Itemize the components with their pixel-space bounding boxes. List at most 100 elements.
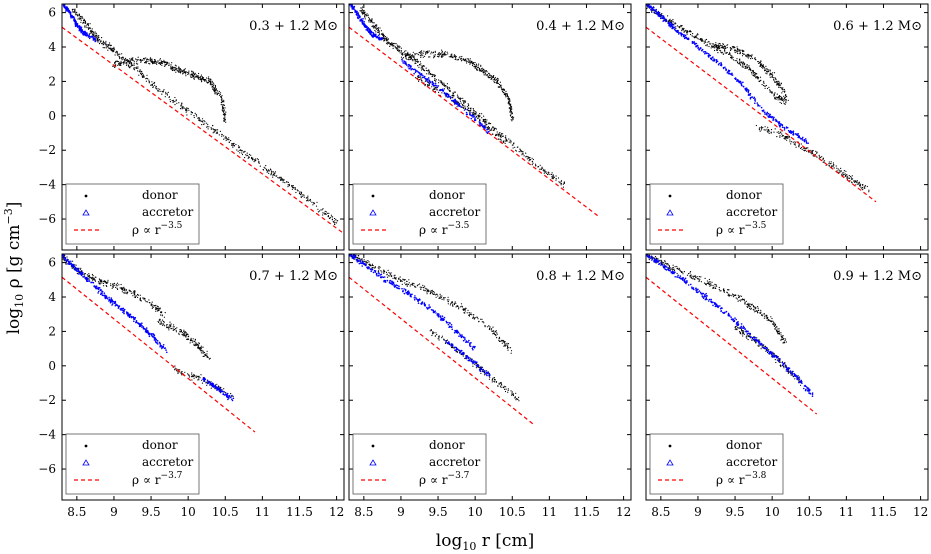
- donor-point: [207, 356, 209, 358]
- donor-point: [292, 185, 294, 187]
- donor-point: [220, 104, 222, 106]
- donor-point: [170, 68, 172, 70]
- donor-point: [148, 299, 150, 301]
- donor-point: [123, 59, 125, 61]
- accretor-point: [64, 10, 67, 12]
- donor-point: [207, 128, 209, 130]
- donor-point: [168, 62, 170, 64]
- donor-point: [157, 60, 159, 62]
- donor-point: [191, 379, 193, 381]
- donor-point: [379, 33, 381, 35]
- accretor-point: [153, 336, 155, 339]
- donor-point: [333, 221, 335, 223]
- donor-point: [137, 56, 139, 58]
- donor-point: [409, 58, 411, 61]
- donor-point: [769, 89, 771, 91]
- donor-point: [421, 50, 423, 52]
- donor-point: [159, 59, 161, 61]
- donor-point: [469, 61, 471, 63]
- donor-point: [835, 165, 837, 167]
- donor-point: [488, 77, 490, 79]
- accretor-point: [701, 48, 704, 51]
- accretor-point: [768, 116, 770, 119]
- donor-point: [133, 290, 135, 292]
- legend-fit-exponent: −3.5: [745, 221, 767, 231]
- legend-donor-marker: [668, 194, 672, 198]
- donor-point: [389, 44, 391, 46]
- donor-point: [400, 51, 402, 53]
- donor-point: [157, 320, 159, 323]
- accretor-point: [206, 382, 209, 385]
- donor-point: [416, 60, 418, 62]
- donor-point: [552, 174, 554, 176]
- donor-point: [129, 60, 131, 62]
- donor-point: [206, 355, 208, 357]
- donor-point: [397, 49, 399, 51]
- accretor-point: [83, 31, 85, 34]
- accretor-point: [162, 345, 164, 348]
- donor-point: [153, 82, 155, 84]
- donor-point: [758, 127, 761, 129]
- accretor-point: [101, 292, 103, 294]
- donor-point: [555, 175, 557, 177]
- donor-point: [296, 189, 298, 191]
- donor-point: [201, 76, 203, 78]
- donor-point: [774, 128, 776, 130]
- accretor-point: [742, 85, 745, 88]
- donor-point: [118, 63, 120, 65]
- donor-point: [714, 49, 716, 52]
- accretor-point: [85, 35, 88, 37]
- donor-point: [158, 90, 160, 92]
- donor-point: [409, 56, 411, 58]
- donor-point: [724, 45, 727, 48]
- accretor-point: [120, 309, 122, 311]
- y-tick-label: −2: [38, 143, 56, 157]
- accretor-point: [83, 275, 86, 277]
- donor-point: [765, 65, 767, 67]
- donor-point: [394, 45, 396, 48]
- donor-point: [509, 100, 511, 102]
- donor-point: [119, 53, 121, 55]
- donor-point: [197, 75, 199, 77]
- donor-series-branch-1: [62, 254, 166, 318]
- donor-point: [179, 108, 182, 110]
- donor-point: [696, 34, 698, 36]
- donor-point: [739, 63, 741, 65]
- donor-point: [848, 175, 850, 177]
- donor-point: [191, 112, 193, 114]
- donor-point: [222, 106, 224, 108]
- donor-point: [833, 167, 835, 169]
- accretor-point: [231, 398, 233, 401]
- donor-point: [209, 357, 211, 359]
- donor-point: [418, 66, 420, 68]
- donor-point: [407, 53, 410, 55]
- donor-point: [245, 154, 247, 156]
- donor-point: [75, 14, 77, 16]
- donor-point: [113, 46, 115, 48]
- donor-point: [106, 281, 108, 283]
- donor-point: [661, 13, 663, 15]
- donor-point: [191, 339, 193, 341]
- donor-point: [223, 101, 225, 103]
- donor-point: [389, 45, 391, 48]
- donor-point: [212, 88, 214, 90]
- donor-point: [462, 100, 464, 102]
- donor-point: [212, 82, 214, 84]
- donor-point: [142, 57, 145, 60]
- donor-point: [467, 105, 470, 107]
- donor-point: [847, 176, 849, 178]
- donor-point: [478, 116, 480, 118]
- donor-point: [483, 72, 485, 74]
- accretor-point: [153, 339, 156, 341]
- donor-point: [201, 124, 203, 126]
- donor-point: [231, 143, 233, 145]
- donor-point: [551, 176, 553, 178]
- donor-point: [200, 345, 202, 347]
- donor-point: [79, 272, 81, 274]
- donor-point: [761, 84, 763, 86]
- donor-point: [157, 88, 159, 90]
- donor-point: [419, 51, 421, 54]
- donor-point: [113, 50, 115, 52]
- donor-point: [121, 59, 123, 61]
- donor-point: [724, 47, 726, 49]
